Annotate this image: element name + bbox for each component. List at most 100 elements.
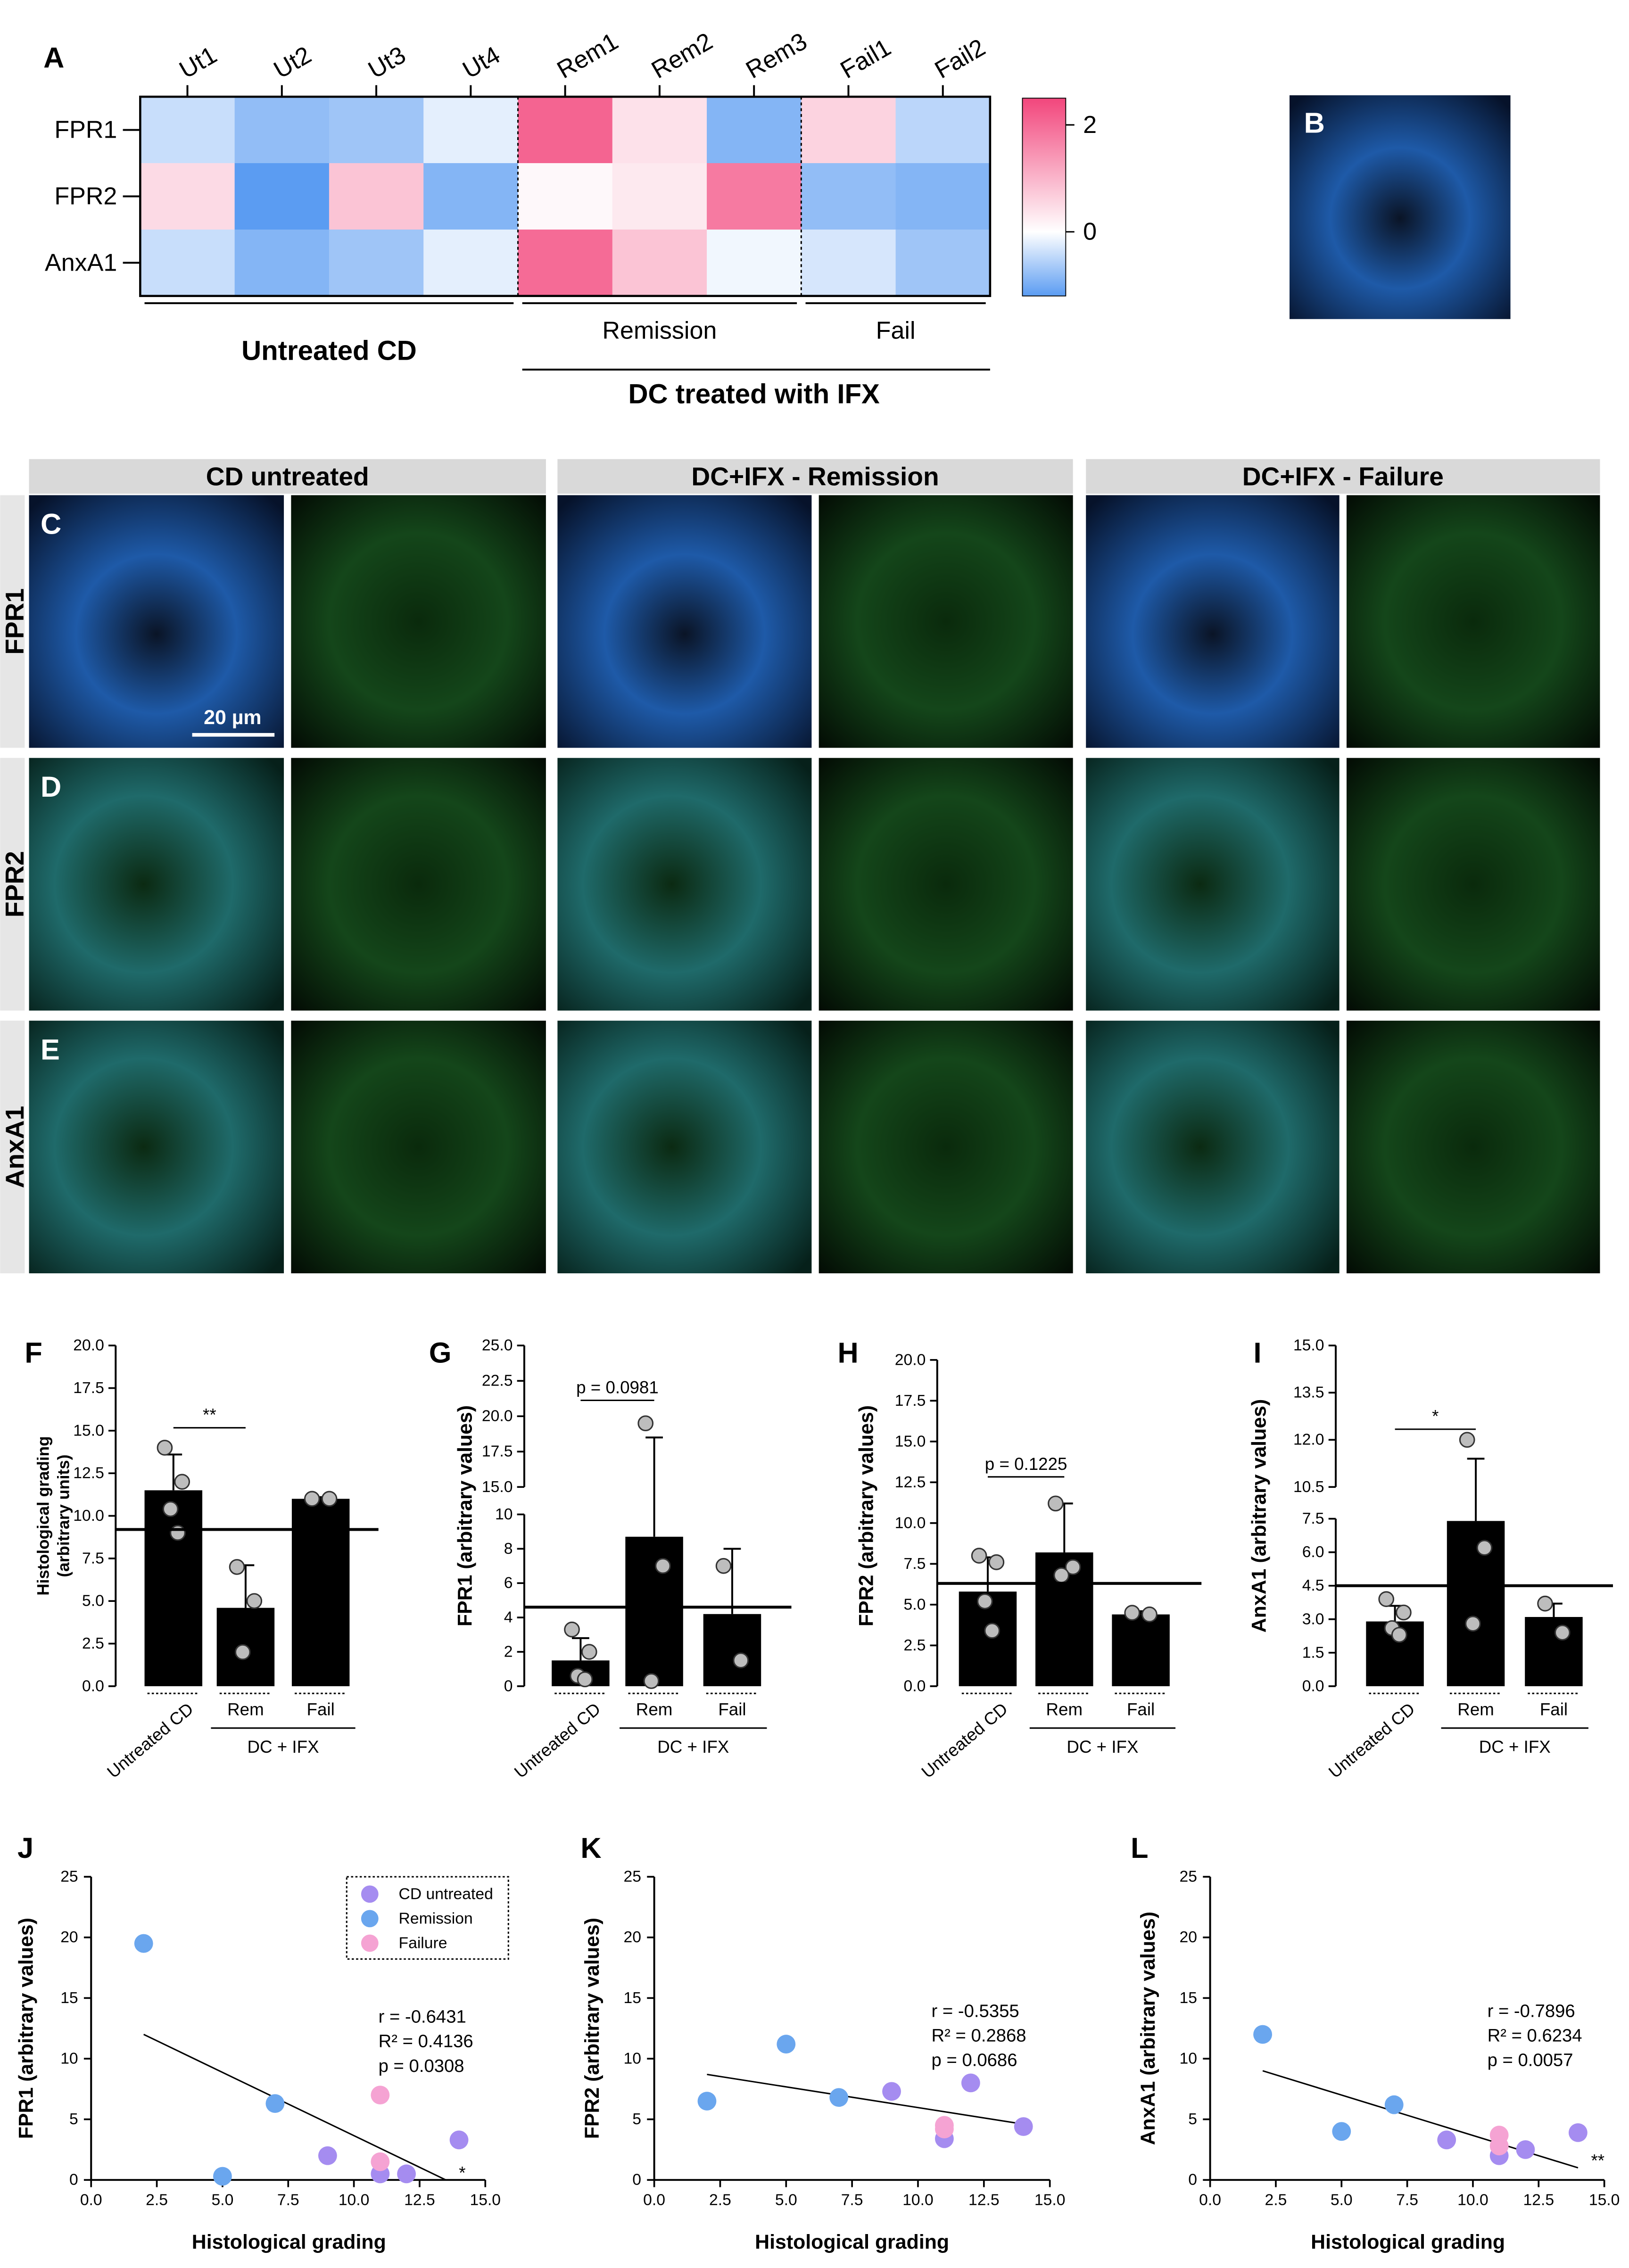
statistic: p = 0.0686 — [932, 2050, 1017, 2070]
micrograph-channel — [291, 758, 546, 1011]
legend-label: Remission — [399, 1910, 473, 1927]
group-label: Fail — [876, 317, 916, 344]
y-tick-label: 15.0 — [482, 1478, 513, 1496]
data-point — [265, 2094, 285, 2113]
data-point — [157, 1440, 173, 1456]
bar — [144, 1490, 203, 1686]
statistic: p = 0.0308 — [379, 2056, 464, 2076]
x-tick-label: Fail — [718, 1699, 746, 1719]
y-tick-label: 5.0 — [903, 1596, 926, 1613]
panel-letter: C — [41, 508, 61, 540]
y-tick-label: 10.0 — [73, 1507, 104, 1525]
y-tick-label: 15 — [1180, 1989, 1197, 2007]
row-label: FPR1 — [54, 116, 117, 144]
y-tick-label: 10 — [624, 2050, 641, 2067]
y-tick-label: 0.0 — [1302, 1677, 1324, 1695]
y-axis-label: FPR1 (arbitrary values) — [454, 1405, 476, 1626]
data-point — [1437, 2130, 1456, 2150]
heatmap-cell — [612, 97, 708, 164]
micrograph-channel — [819, 758, 1073, 1011]
y-axis-label: Histological grading — [34, 1436, 53, 1595]
statistic: R² = 0.4136 — [379, 2031, 473, 2052]
statistic: R² = 0.6234 — [1488, 2025, 1582, 2045]
data-point — [961, 2073, 980, 2093]
data-point — [134, 1934, 153, 1953]
y-tick-label: 25 — [624, 1868, 641, 1886]
heatmap-cell — [234, 229, 330, 297]
x-axis-label: Histological grading — [755, 2231, 949, 2253]
bar — [1447, 1521, 1505, 1686]
fit-line — [143, 2034, 447, 2181]
data-point — [213, 2167, 232, 2186]
y-tick-label: 15.0 — [1293, 1337, 1324, 1354]
panel-letter: B — [1304, 107, 1325, 139]
x-tick-label: Fail — [1127, 1699, 1155, 1719]
panel-letter: I — [1253, 1336, 1261, 1369]
y-tick-label: 5.0 — [82, 1592, 104, 1610]
micrograph-channel — [1346, 1021, 1600, 1274]
y-tick-label: 12.5 — [73, 1465, 104, 1482]
y-tick-label: 0 — [504, 1677, 513, 1695]
micrograph-merged — [29, 1021, 284, 1274]
heatmap-cell — [423, 97, 519, 164]
y-tick-label: 25.0 — [482, 1337, 513, 1354]
panel-letter: J — [17, 1832, 33, 1864]
bar — [1112, 1614, 1170, 1686]
y-tick-label: 20 — [1180, 1929, 1197, 1946]
y-tick-label: 15 — [624, 1989, 641, 2007]
micrograph-merged — [1086, 495, 1340, 748]
row-label: FPR1 — [0, 588, 29, 655]
heatmap-cell — [518, 97, 613, 164]
x-tick-label: 2.5 — [146, 2192, 168, 2209]
y-tick-label: 20 — [60, 1929, 78, 1946]
statistic: R² = 0.2868 — [932, 2025, 1026, 2045]
x-tick-label: Fail — [307, 1699, 335, 1719]
data-point — [1053, 1567, 1070, 1583]
annotation: * — [1432, 1407, 1439, 1426]
x-tick-label: 7.5 — [277, 2192, 299, 2209]
x-tick-label: 10.0 — [902, 2192, 934, 2209]
bar — [703, 1614, 761, 1686]
data-point — [1014, 2117, 1033, 2136]
data-point — [1516, 2140, 1535, 2159]
panel-letter: E — [41, 1033, 60, 1065]
column-header — [557, 459, 1073, 494]
micrograph-merged — [1086, 1021, 1340, 1274]
y-tick-label: 4.5 — [1302, 1577, 1324, 1594]
colorbar-tick-label: 0 — [1083, 218, 1097, 246]
column-label: Ut4 — [458, 41, 505, 84]
heatmap-cell — [707, 229, 802, 297]
y-axis-label: AnxA1 (arbitrary values) — [1248, 1399, 1271, 1633]
y-tick-label: 8 — [504, 1540, 513, 1558]
group-label: Remission — [602, 317, 717, 344]
y-tick-label: 3.0 — [1302, 1610, 1324, 1628]
y-tick-label: 10 — [1180, 2050, 1197, 2067]
y-tick-label: 5 — [632, 2111, 641, 2128]
y-tick-label: 0.0 — [903, 1677, 926, 1695]
heatmap-cell — [895, 163, 991, 231]
heatmap-cell — [423, 229, 519, 297]
column-header-label: DC+IFX - Failure — [1242, 462, 1444, 491]
micrograph-channel — [1346, 495, 1600, 748]
data-point — [229, 1559, 245, 1575]
data-point — [321, 1491, 338, 1507]
heatmap-cell — [801, 163, 896, 231]
legend-swatch — [361, 1910, 379, 1928]
heatmap-cell — [234, 163, 330, 231]
column-label: Fail1 — [836, 34, 896, 84]
data-point — [1465, 1616, 1481, 1632]
data-point — [1476, 1540, 1493, 1556]
data-point — [1537, 1595, 1553, 1612]
heatmap-cell — [140, 163, 235, 231]
y-tick-label: 10.5 — [1293, 1478, 1324, 1496]
heatmap-cell — [140, 97, 235, 164]
y-axis-label: FPR2 (arbitrary values) — [855, 1405, 878, 1626]
heatmap-cell — [329, 229, 424, 297]
data-point — [643, 1673, 660, 1689]
data-point — [318, 2146, 337, 2165]
row-label: FPR2 — [54, 182, 117, 210]
data-point — [1378, 1591, 1395, 1607]
x-tick-label: Fail — [1540, 1699, 1568, 1719]
micrograph-channel — [819, 495, 1073, 748]
data-point — [1332, 2122, 1351, 2141]
